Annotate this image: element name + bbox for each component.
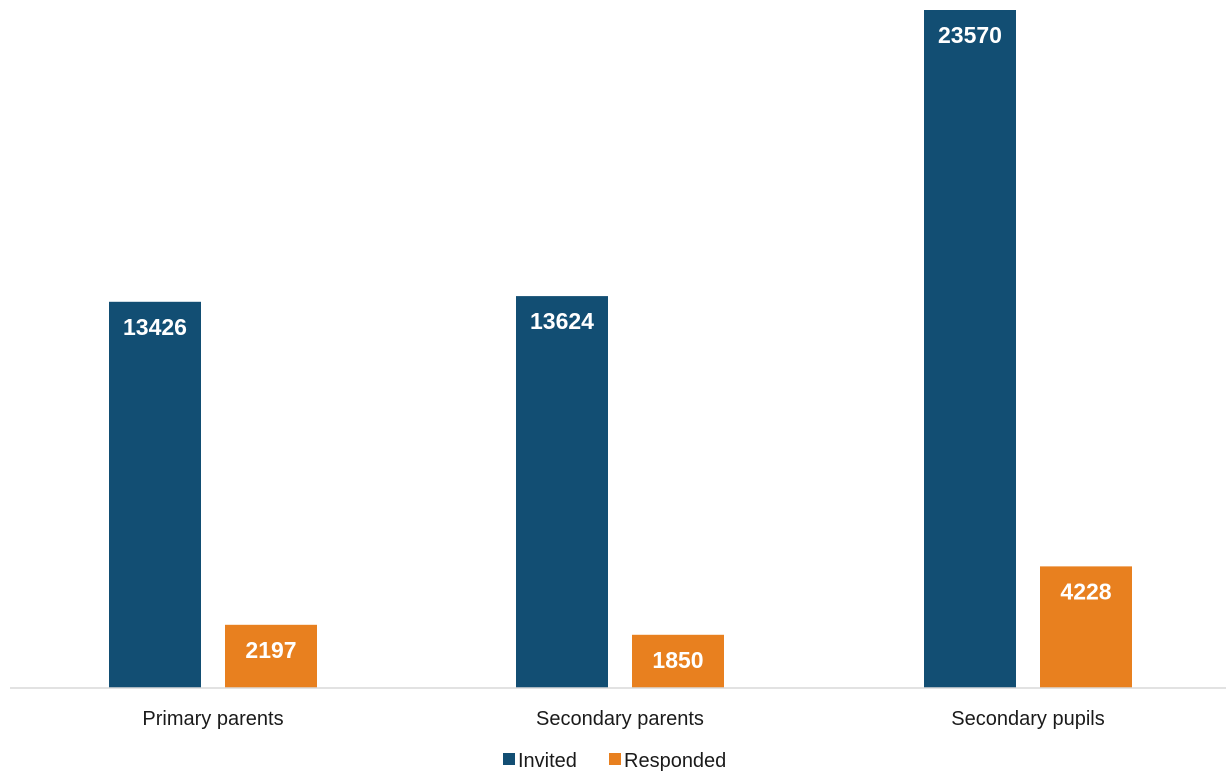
category-label-0: Primary parents xyxy=(142,708,283,730)
data-label-responded-1: 1850 xyxy=(652,647,703,673)
data-label-invited-2: 23570 xyxy=(938,22,1002,48)
bar-responded-1 xyxy=(632,634,724,688)
category-label-2: Secondary pupils xyxy=(951,708,1104,730)
data-label-invited-0: 13426 xyxy=(123,314,187,340)
category-label-1: Secondary parents xyxy=(536,708,704,730)
bar-responded-2 xyxy=(1040,566,1132,688)
legend-label-responded: Responded xyxy=(624,750,726,772)
bar-responded-0 xyxy=(225,624,317,688)
data-label-responded-2: 4228 xyxy=(1060,578,1111,604)
category-labels-layer: Primary parents Secondary parents Secondar… xyxy=(142,708,1104,730)
bar-invited-1 xyxy=(516,296,608,688)
legend-swatch-invited xyxy=(503,753,515,765)
bar-invited-2 xyxy=(924,10,1016,688)
legend-label-invited: Invited xyxy=(518,750,577,772)
data-label-responded-0: 2197 xyxy=(245,637,296,663)
bar-invited-0 xyxy=(109,301,201,688)
legend: Invited Responded xyxy=(503,750,726,772)
data-label-invited-1: 13624 xyxy=(530,308,594,334)
bars-layer xyxy=(109,10,1132,688)
data-labels-layer: 13426 2197 13624 1850 23570 4228 xyxy=(123,22,1112,673)
legend-swatch-responded xyxy=(609,753,621,765)
